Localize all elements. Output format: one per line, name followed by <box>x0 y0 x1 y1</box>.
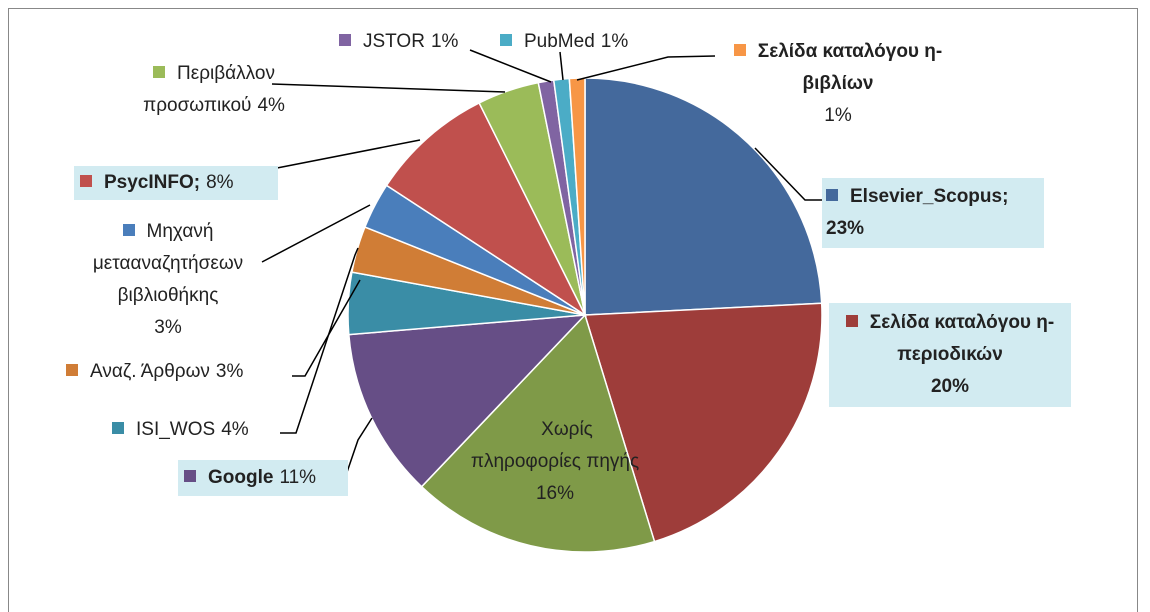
slice-label: JSTOR 1% <box>339 26 489 58</box>
legend-marker <box>153 66 166 78</box>
category-label: Χωρίς πληροφορίες πηγής <box>470 419 640 472</box>
legend-marker <box>122 224 135 236</box>
category-label: Σελίδα καταλόγου η-βιβλίων <box>757 41 943 94</box>
value-label: 4% <box>221 419 249 440</box>
legend-marker <box>826 189 838 201</box>
leader-line <box>292 279 361 377</box>
category-label: PubMed <box>524 31 595 52</box>
leader-line <box>754 147 822 201</box>
slice-label: Αναζ. Άρθρων 3% <box>66 356 306 388</box>
slice-label: Google 11% <box>178 460 348 496</box>
leader-line <box>576 55 716 81</box>
category-label: Elsevier_Scopus; <box>850 186 1009 207</box>
leader-line <box>280 247 359 434</box>
slice-label: Σελίδα καταλόγου η-περιοδικών 20% <box>829 303 1071 407</box>
value-label: 11% <box>279 467 317 488</box>
legend-marker <box>500 34 512 46</box>
slice-label: Σελίδα καταλόγου η-βιβλίων 1% <box>718 36 958 132</box>
slice-label: PubMed 1% <box>500 26 670 58</box>
value-label: 1% <box>600 31 629 52</box>
slice-label: Περιβάλλον προσωπικού 4% <box>104 58 324 122</box>
category-label: Αναζ. Άρθρων <box>90 361 210 382</box>
category-label: PsycINFO; <box>104 172 201 193</box>
value-label: 20% <box>930 376 970 397</box>
legend-marker <box>80 175 92 187</box>
value-label: 1% <box>430 31 459 52</box>
leader-line <box>469 49 552 83</box>
leader-line <box>271 83 506 93</box>
category-label: Περιβάλλον προσωπικού <box>143 63 275 116</box>
legend-marker <box>66 364 78 376</box>
value-label: 1% <box>824 105 852 126</box>
slice-label: ISI_WOS 4% <box>112 414 292 446</box>
legend-marker <box>845 315 858 327</box>
leader-line <box>559 51 564 81</box>
value-label: 4% <box>257 95 285 116</box>
category-label: ISI_WOS <box>136 419 216 440</box>
pie-slice <box>347 314 587 488</box>
pie-slice <box>385 101 587 318</box>
legend-marker <box>112 422 124 434</box>
legend-marker <box>733 44 746 56</box>
slice-label: Elsevier_Scopus; 23% <box>822 178 1044 248</box>
category-label: JSTOR <box>363 31 425 52</box>
value-label: 3% <box>154 317 182 338</box>
value-label: 23% <box>826 218 865 239</box>
leader-line <box>276 139 421 169</box>
value-label: 3% <box>215 361 244 382</box>
pie-slice <box>584 77 823 316</box>
category-label: Σελίδα καταλόγου η-περιοδικών <box>869 312 1055 365</box>
category-label: Μηχανή μετααναζητήσεων βιβλιοθήκης <box>92 221 244 306</box>
slice-label: Μηχανή μετααναζητήσεων βιβλιοθήκης 3% <box>48 216 288 344</box>
slice-label: PsycINFO; 8% <box>74 166 278 200</box>
pie-slice <box>420 313 656 553</box>
category-label: Google <box>208 467 274 488</box>
leader-line <box>261 204 371 263</box>
leader-line <box>344 417 373 479</box>
legend-marker <box>184 470 196 482</box>
slice-label: Χωρίς πληροφορίες πηγής 16% <box>460 414 650 510</box>
pie-slice <box>584 302 823 543</box>
legend-marker <box>517 422 530 434</box>
value-label: 16% <box>535 483 575 504</box>
legend-marker <box>339 34 351 46</box>
chart-frame <box>8 8 1138 612</box>
value-label: 8% <box>206 172 234 193</box>
